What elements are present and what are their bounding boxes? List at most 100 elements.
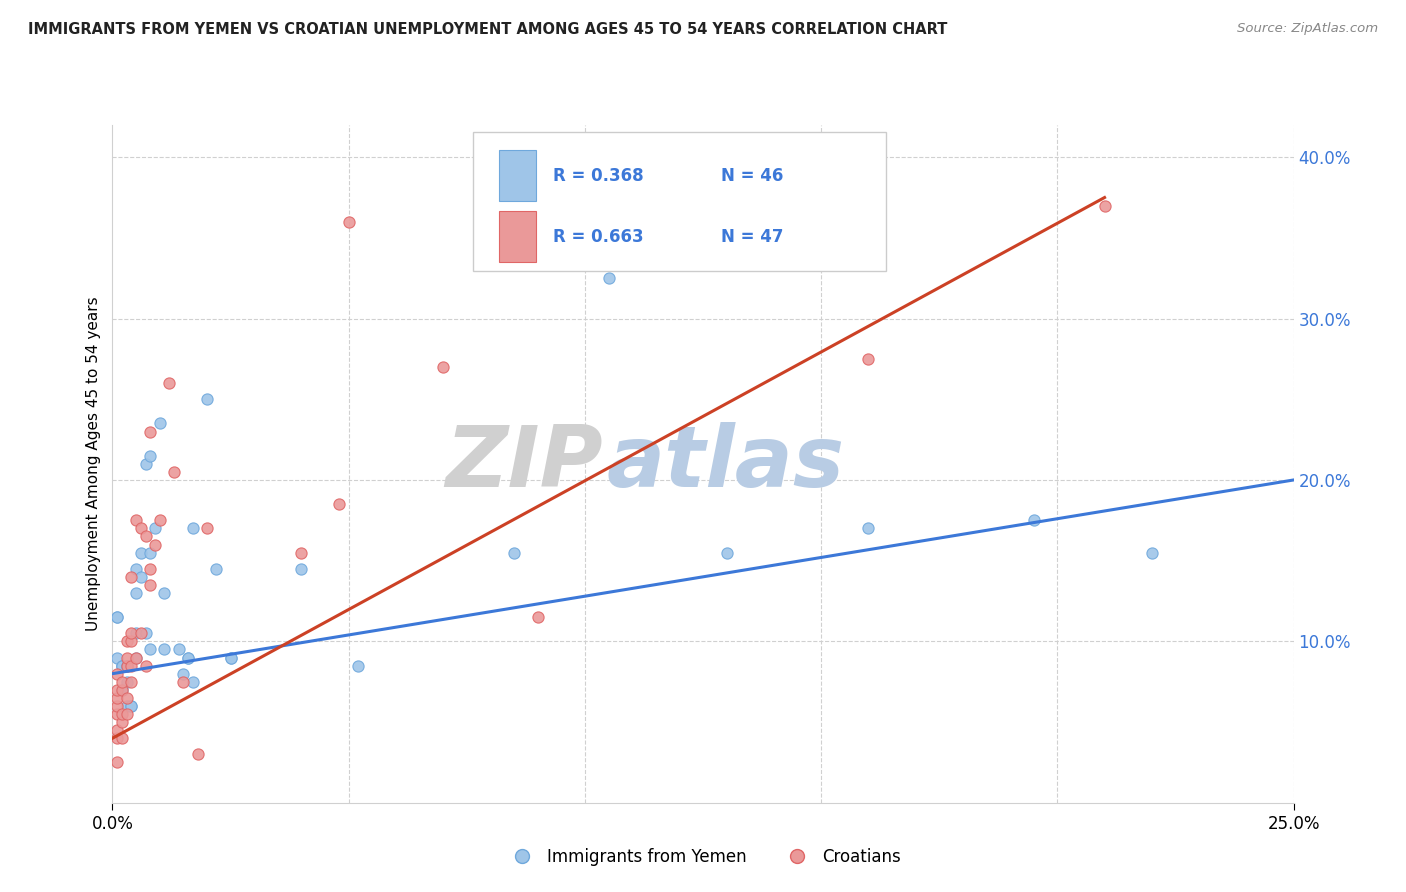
Text: atlas: atlas [606, 422, 844, 506]
Point [139, 562, 162, 576]
FancyBboxPatch shape [472, 132, 886, 270]
Point [120, 658, 142, 673]
Point [105, 690, 128, 705]
Point [219, 650, 242, 665]
Point [105, 610, 128, 624]
Point [105, 650, 128, 665]
Point [163, 465, 186, 479]
Text: N = 47: N = 47 [721, 227, 783, 245]
Point [115, 650, 138, 665]
Point [125, 586, 148, 600]
Point [172, 674, 194, 689]
Point [195, 392, 218, 407]
Point [135, 658, 157, 673]
Point [125, 513, 148, 527]
Point [105, 610, 128, 624]
Legend: Immigrants from Yemen, Croatians: Immigrants from Yemen, Croatians [499, 841, 907, 872]
Point [115, 658, 138, 673]
Text: IMMIGRANTS FROM YEMEN VS CROATIAN UNEMPLOYMENT AMONG AGES 45 TO 54 YEARS CORRELA: IMMIGRANTS FROM YEMEN VS CROATIAN UNEMPL… [28, 22, 948, 37]
FancyBboxPatch shape [499, 211, 537, 262]
Point [139, 546, 162, 560]
Point [120, 634, 142, 648]
Point [143, 521, 166, 535]
Point [105, 723, 128, 738]
Point [125, 626, 148, 640]
Point [111, 715, 134, 730]
Point [432, 359, 454, 374]
Point [205, 562, 228, 576]
Point [337, 215, 360, 229]
Point [149, 513, 172, 527]
Point [858, 351, 880, 366]
Point [153, 642, 176, 657]
Point [716, 546, 738, 560]
Point [858, 521, 880, 535]
Point [290, 562, 312, 576]
Point [111, 674, 134, 689]
Point [135, 626, 157, 640]
Point [644, 247, 666, 261]
Point [149, 417, 172, 431]
Point [105, 666, 128, 681]
Point [115, 658, 138, 673]
Point [105, 706, 128, 721]
Point [153, 586, 176, 600]
Point [125, 650, 148, 665]
Point [167, 642, 190, 657]
Point [111, 658, 134, 673]
Point [129, 521, 152, 535]
Y-axis label: Unemployment Among Ages 45 to 54 years: Unemployment Among Ages 45 to 54 years [86, 296, 101, 632]
Point [115, 690, 138, 705]
Point [111, 658, 134, 673]
Point [139, 642, 162, 657]
Point [105, 682, 128, 697]
Point [120, 626, 142, 640]
FancyBboxPatch shape [499, 151, 537, 202]
Point [181, 674, 204, 689]
Point [219, 650, 242, 665]
Point [181, 521, 204, 535]
Point [115, 698, 138, 713]
Point [115, 706, 138, 721]
Point [177, 650, 200, 665]
Text: ZIP: ZIP [444, 422, 603, 506]
Point [139, 425, 162, 439]
Point [143, 537, 166, 551]
Point [111, 731, 134, 746]
Point [129, 546, 152, 560]
Point [111, 682, 134, 697]
Point [290, 546, 312, 560]
Point [115, 634, 138, 648]
Point [111, 658, 134, 673]
Point [120, 698, 142, 713]
Point [1094, 198, 1116, 212]
Point [129, 570, 152, 584]
Text: R = 0.663: R = 0.663 [553, 227, 644, 245]
Point [115, 658, 138, 673]
Point [105, 698, 128, 713]
Point [129, 626, 152, 640]
Point [139, 449, 162, 463]
Point [111, 682, 134, 697]
Text: R = 0.368: R = 0.368 [553, 167, 644, 185]
Point [111, 706, 134, 721]
Point [125, 650, 148, 665]
Point [120, 698, 142, 713]
Point [157, 376, 180, 391]
Point [503, 546, 526, 560]
Point [1140, 546, 1163, 560]
Point [105, 731, 128, 746]
Point [120, 674, 142, 689]
Point [526, 610, 548, 624]
Point [172, 666, 194, 681]
Point [105, 756, 128, 770]
Text: Source: ZipAtlas.com: Source: ZipAtlas.com [1237, 22, 1378, 36]
Point [125, 562, 148, 576]
Point [195, 521, 218, 535]
Text: N = 46: N = 46 [721, 167, 783, 185]
Point [186, 747, 208, 762]
Point [135, 457, 157, 471]
Point [135, 529, 157, 543]
Point [139, 578, 162, 592]
Point [328, 497, 350, 511]
